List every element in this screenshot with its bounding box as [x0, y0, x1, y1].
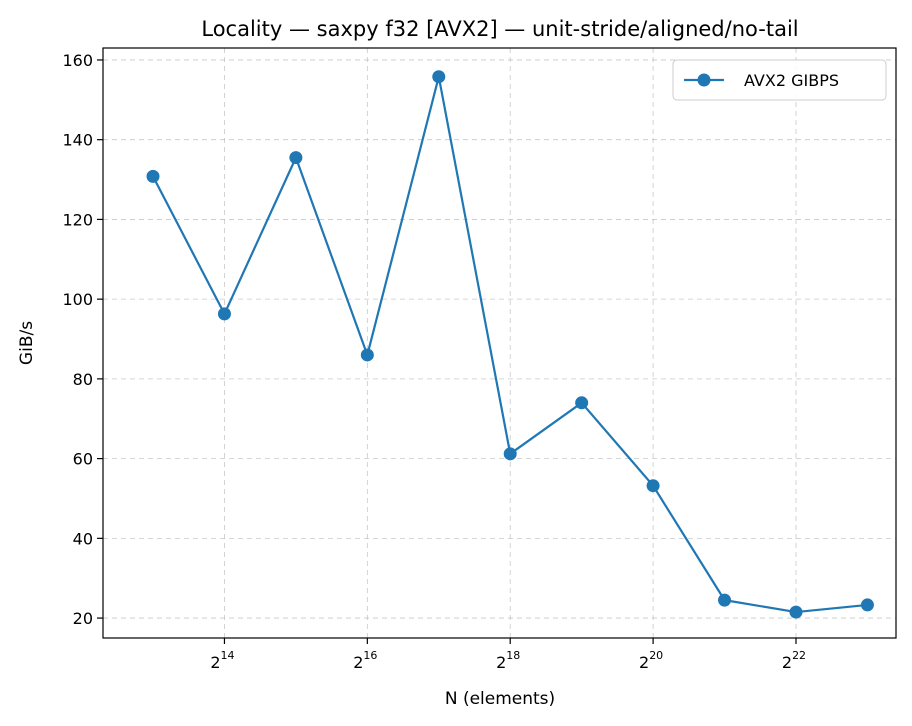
- series-avx2-gibps: [146, 70, 874, 619]
- x-axis: 214 216 218 220 222: [210, 638, 806, 672]
- data-point: [718, 593, 732, 607]
- y-tick-label: 100: [62, 290, 93, 309]
- y-tick-label: 140: [62, 131, 93, 150]
- y-axis-label: GiB/s: [17, 321, 37, 365]
- y-tick-label: 40: [73, 529, 93, 548]
- x-tick-label: 216: [353, 649, 377, 672]
- data-point: [217, 307, 231, 321]
- data-point: [360, 348, 374, 362]
- data-point: [146, 169, 160, 183]
- x-tick-label: 220: [639, 649, 663, 672]
- chart-title: Locality — saxpy f32 [AVX2] — unit-strid…: [201, 17, 798, 41]
- data-point: [789, 605, 803, 619]
- x-tick-label: 222: [782, 649, 806, 672]
- data-point: [646, 479, 660, 493]
- legend: AVX2 GIBPS: [672, 59, 887, 101]
- y-tick-label: 80: [73, 370, 93, 389]
- data-point: [432, 70, 446, 84]
- legend-box: [672, 59, 887, 101]
- legend-marker-swatch: [697, 73, 711, 87]
- x-tick-label: 218: [496, 649, 520, 672]
- data-point: [289, 151, 303, 165]
- y-tick-label: 20: [73, 609, 93, 628]
- legend-entry-label: AVX2 GIBPS: [744, 71, 839, 90]
- data-point: [503, 447, 517, 461]
- x-axis-label: N (elements): [445, 689, 555, 709]
- y-axis: 20 40 60 80 100 120 140 160: [62, 51, 103, 628]
- data-point: [860, 598, 874, 612]
- x-tick-label: 214: [210, 649, 234, 672]
- data-point: [575, 396, 589, 410]
- plot-area: [102, 47, 897, 639]
- y-tick-label: 120: [62, 210, 93, 229]
- y-tick-label: 160: [62, 51, 93, 70]
- y-tick-label: 60: [73, 450, 93, 469]
